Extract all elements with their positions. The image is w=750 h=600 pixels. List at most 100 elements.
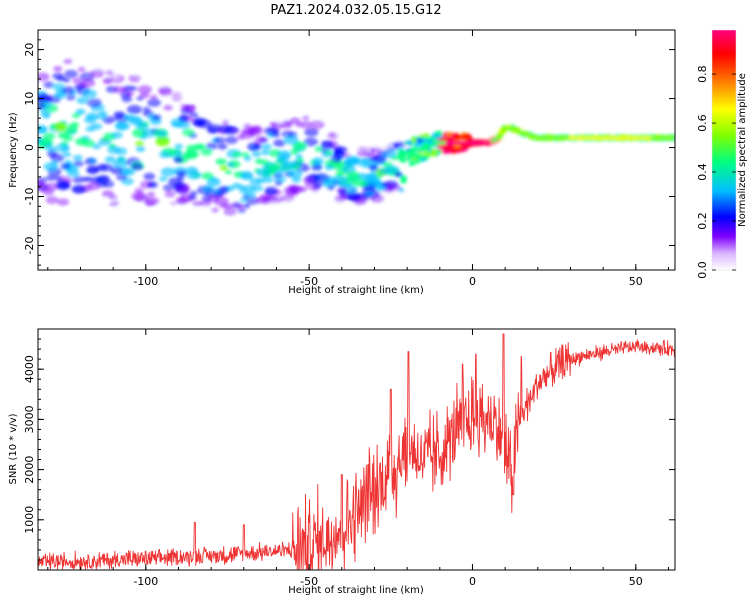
spectrogram-cell [142, 106, 151, 112]
spectrogram-cell [192, 200, 203, 207]
spectrogram-cell [413, 159, 421, 164]
spectrogram-cell [319, 113, 330, 120]
spectrogram-cell [219, 165, 229, 171]
spectrogram-cell [38, 93, 50, 102]
spectrogram-cell [45, 175, 56, 181]
spectrogram-cell [42, 188, 55, 196]
spectrogram-cell [176, 198, 186, 205]
spectrogram-cell [383, 195, 398, 205]
spectrogram-cell [355, 131, 370, 141]
spectrogram-cell [107, 145, 121, 154]
spectrogram-cell [55, 180, 71, 189]
spectrogram-cell [386, 185, 397, 192]
colorbar-tick-label: 0.2 [696, 212, 709, 230]
spectrogram-cell [149, 68, 163, 77]
spectrogram-cell [107, 53, 123, 63]
spectrogram-y-tick-label: 0 [23, 144, 36, 151]
spectrogram-cell [164, 201, 177, 210]
spectrogram-cell [290, 190, 299, 196]
spectrogram-cell [249, 177, 261, 186]
spectrogram-ridge-cell [670, 136, 675, 140]
spectrogram-cell [252, 184, 264, 192]
colorbar-ticks: 0.0 0.2 0.4 0.6 0.8 [696, 65, 736, 279]
spectrogram-cell [109, 200, 120, 208]
spectrogram-cell [38, 126, 47, 134]
spectrogram-cell [242, 203, 251, 209]
spectrogram-cell [405, 140, 413, 145]
spectrogram-cell [422, 155, 430, 160]
spectrogram-cell [311, 163, 323, 171]
spectrogram-cell [381, 148, 397, 159]
spectrogram-ridge-cell [498, 133, 503, 137]
snr-x-tick-label: -100 [133, 575, 158, 588]
spectrogram-cell [53, 65, 63, 72]
snr-y-tick-label: 2000 [23, 456, 36, 484]
spectrogram-cell [126, 104, 142, 115]
spectrogram-cell [159, 87, 173, 97]
spectrogram-cell [69, 228, 80, 235]
spectrogram-cell [43, 81, 55, 89]
spectrogram-cell [214, 99, 229, 110]
snr-y-tick-label: 1000 [23, 506, 36, 534]
spectrogram-cell [147, 98, 161, 107]
spectrogram-cell [45, 196, 59, 204]
spectrogram-cell [222, 119, 230, 125]
spectrogram-cell [135, 140, 145, 147]
colorbar: 0.0 0.2 0.4 0.6 0.8 Normalized spectral ampl… [696, 29, 748, 279]
spectrogram-cell [81, 196, 94, 205]
spectrogram-cell [73, 160, 84, 167]
spectrogram-cell [311, 191, 323, 199]
colorbar-frame [711, 29, 737, 271]
spectrogram-cell [195, 212, 204, 218]
spectrogram-heatmap [38, 30, 675, 246]
spectrogram-cell [162, 184, 174, 192]
spectrogram-cell [42, 114, 51, 119]
spectrogram-cell [342, 208, 357, 217]
spectrogram-cell [89, 158, 97, 163]
spectrogram-cell [394, 132, 402, 137]
spectrogram-cell [241, 126, 256, 136]
spectrogram-cell [332, 120, 346, 130]
spectrogram-cell [116, 156, 126, 162]
spectrogram-cell [268, 163, 282, 172]
spectrogram-cell [128, 74, 141, 83]
spectrogram-cell [150, 94, 158, 100]
spectrogram-cell [60, 232, 70, 238]
spectrogram-cell [144, 196, 160, 207]
spectrogram-cell [262, 176, 274, 183]
spectrogram-cell [77, 67, 86, 72]
spectrogram-cell [52, 83, 65, 91]
spectrogram-cell [159, 82, 169, 89]
spectrogram-cell [284, 135, 299, 145]
spectrogram-cell [125, 91, 135, 97]
spectrogram-cell [259, 215, 271, 223]
spectrogram-cell [347, 155, 361, 165]
spectrogram-cell [274, 180, 283, 186]
spectrogram-cell [180, 77, 194, 86]
spectrogram-cell [44, 228, 56, 236]
spectrogram-cell [103, 42, 114, 49]
spectrogram-cell [136, 96, 144, 101]
spectrogram-cell [43, 132, 56, 140]
spectrogram-cell [160, 167, 176, 177]
spectrogram-cell [69, 223, 80, 230]
spectrogram-cell [156, 130, 168, 138]
spectrogram-cell [116, 173, 128, 181]
spectrogram-cell [245, 230, 256, 237]
spectrogram-cell [193, 85, 201, 90]
spectrogram-cell [90, 123, 103, 130]
spectrogram-cell [111, 131, 123, 139]
spectrogram-cell [410, 137, 418, 143]
spectrogram-cell [282, 119, 293, 126]
spectrogram-cell [130, 52, 143, 61]
spectrogram-cell [133, 68, 144, 76]
spectrogram-cell [276, 156, 287, 163]
spectrogram-x-tick-label: 0 [469, 275, 476, 288]
spectrogram-cell [155, 137, 170, 147]
spectrogram-cell [363, 178, 372, 184]
spectrogram-cell [296, 158, 304, 163]
spectrogram-y-tick-label: -20 [23, 237, 36, 255]
spectrogram-cell [143, 172, 156, 181]
